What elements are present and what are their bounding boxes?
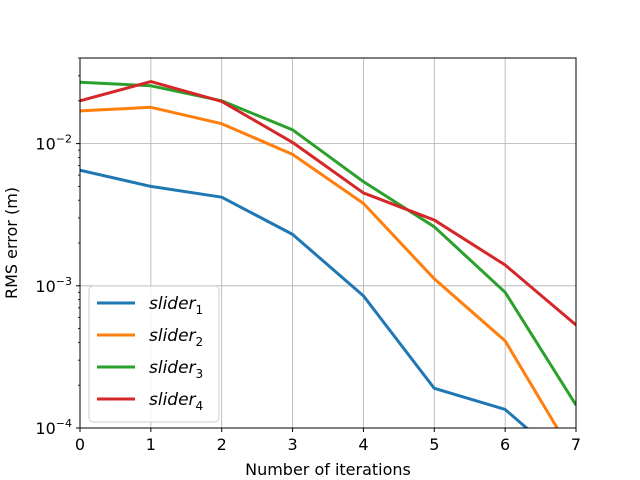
legend-series-subscript: 4 <box>196 399 204 413</box>
x-axis-label: Number of iterations <box>245 460 411 479</box>
legend-series-subscript: 1 <box>196 303 204 317</box>
y-tick-base: 10 <box>35 135 55 154</box>
x-tick-label: 4 <box>358 435 368 454</box>
legend-series-name: slider <box>149 390 197 410</box>
legend-entry-label: slider3 <box>149 358 203 381</box>
y-tick-label: 10−3 <box>35 275 72 296</box>
x-tick-label: 6 <box>500 435 510 454</box>
y-tick-label: 10−2 <box>35 133 72 154</box>
series-lines <box>80 80 576 428</box>
y-tick-base: 10 <box>35 277 55 296</box>
legend-series-name: slider <box>149 326 197 346</box>
y-axis-label: RMS error (m) <box>2 187 21 299</box>
series-line-1 <box>80 168 529 428</box>
legend-entry-label: slider1 <box>149 294 203 317</box>
y-tick-exponent: −3 <box>56 275 72 288</box>
y-tick-exponent: −2 <box>56 133 72 146</box>
series-line-2 <box>80 105 559 428</box>
legend-entry-label: slider2 <box>149 326 203 349</box>
legend-entry-label: slider4 <box>149 390 203 413</box>
series-line-3 <box>80 80 576 406</box>
x-tick-label: 1 <box>146 435 156 454</box>
x-tick-label: 7 <box>571 435 581 454</box>
legend-series-subscript: 2 <box>196 335 204 349</box>
legend-series-name: slider <box>149 294 197 314</box>
legend-series-subscript: 3 <box>196 367 204 381</box>
ticks: 0 1 2 3 4 5 6 710−210−310−4 <box>35 57 581 454</box>
series-line-4 <box>80 80 576 327</box>
y-tick-base: 10 <box>35 419 55 438</box>
y-tick-label: 10−4 <box>35 417 72 438</box>
x-tick-label: 5 <box>429 435 439 454</box>
x-tick-label: 0 <box>75 435 85 454</box>
x-tick-label: 2 <box>217 435 227 454</box>
y-tick-exponent: −4 <box>56 417 72 430</box>
x-tick-label: 3 <box>287 435 297 454</box>
legend-series-name: slider <box>149 358 197 378</box>
legend-box <box>88 285 220 423</box>
